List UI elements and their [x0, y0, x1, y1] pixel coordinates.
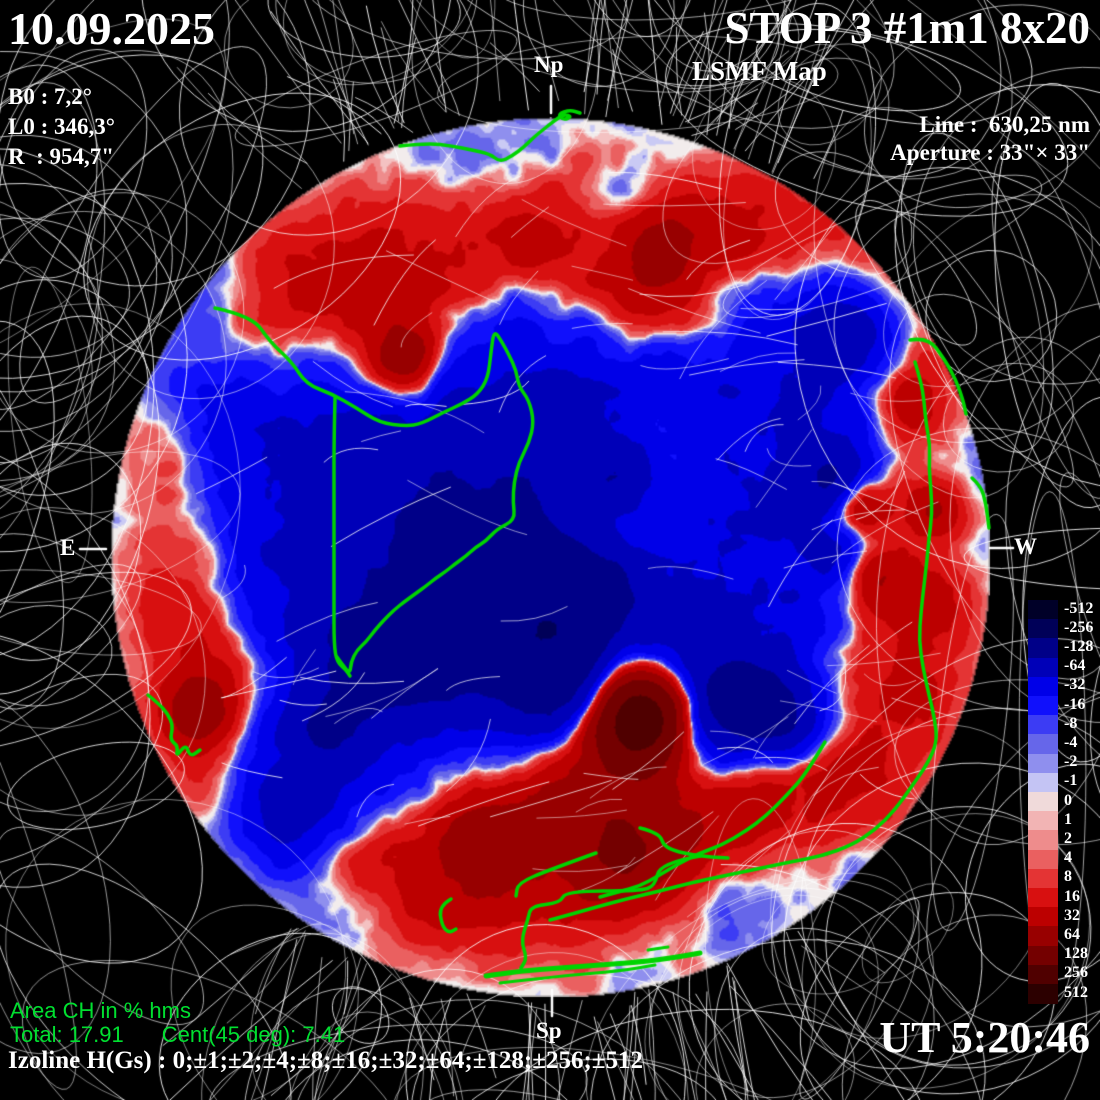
aperture-info: Aperture : 33"× 33"	[890, 140, 1090, 165]
universal-time: UT 5:20:46	[879, 1013, 1090, 1062]
colorbar-band	[1028, 676, 1058, 697]
south-pole-label: Sp	[536, 1018, 562, 1043]
colorbar-band	[1028, 945, 1058, 966]
colorbar-tick-label: 64	[1064, 926, 1080, 943]
east-label: E	[60, 535, 76, 560]
colorbar-tick-label: 32	[1064, 906, 1080, 924]
colorbar-tick-label: 512	[1064, 983, 1088, 1001]
colorbar-band	[1028, 657, 1058, 678]
area-ch-label: Area CH in % hms	[10, 998, 191, 1023]
observation-date: 10.09.2025	[8, 3, 215, 54]
colorbar-tick-label: -512	[1064, 599, 1094, 617]
colorbar-tick-label: -128	[1064, 638, 1094, 655]
instrument-title: STOP 3 #1m1 8x20	[724, 3, 1090, 53]
colorbar-band	[1028, 849, 1058, 870]
colorbar-band	[1028, 600, 1058, 620]
solar-radius: R : 954,7"	[8, 144, 115, 169]
colorbar-tick-label: 8	[1064, 868, 1072, 886]
colorbar-tick-label: -32	[1064, 676, 1086, 694]
colorbar-band	[1028, 964, 1058, 985]
colorbar-tick-label: 128	[1064, 945, 1088, 963]
colorbar-band	[1028, 638, 1058, 659]
map-type-label: LSMF Map	[692, 56, 827, 86]
colorbar-band	[1028, 696, 1058, 716]
colorbar-band	[1028, 830, 1058, 851]
colorbar-tick-label: -8	[1064, 714, 1078, 732]
colorbar-band	[1028, 792, 1058, 812]
colorbar-tick-label: -256	[1064, 618, 1094, 636]
colorbar-band	[1028, 907, 1058, 927]
west-label: W	[1014, 534, 1037, 559]
area-ch-total: Total: 17.91	[10, 1022, 124, 1047]
colorbar-tick-label: -16	[1064, 695, 1086, 713]
colorbar-tick-label: 2	[1064, 830, 1072, 847]
colorbar-band	[1028, 734, 1058, 755]
colorbar-band	[1028, 772, 1058, 793]
l0-angle: L0 : 346,3°	[8, 114, 115, 139]
colorbar-band	[1028, 888, 1058, 908]
colorbar-tick-label: 16	[1064, 887, 1080, 905]
area-ch-values: Total: 17.91 Cent(45 deg): 7.41	[10, 1022, 345, 1048]
colorbar-band	[1028, 811, 1058, 831]
colorbar-tick-label: -2	[1064, 753, 1078, 771]
colorbar-band	[1028, 926, 1058, 947]
colorbar-tick-label: 256	[1064, 964, 1088, 982]
area-ch-cen45: Cent(45 deg): 7.41	[161, 1022, 346, 1047]
b0-angle: B0 : 7,2°	[8, 84, 92, 109]
north-pole-label: Np	[534, 52, 564, 77]
colorbar-band	[1028, 715, 1058, 735]
colorbar-band	[1028, 868, 1058, 889]
colorbar-tick-label: 0	[1064, 791, 1072, 809]
colorbar-band	[1028, 753, 1058, 774]
colorbar-tick-label: -64	[1064, 657, 1086, 675]
spectral-line-info: Line : 630,25 nm	[919, 112, 1090, 137]
colorbar-band	[1028, 984, 1058, 1004]
izoline-levels-label: Izoline H(Gs) : 0;±1;±2;±4;±8;±16;±32;±6…	[8, 1047, 644, 1074]
colorbar-tick-label: 1	[1064, 810, 1072, 828]
colorbar-tick-label: -4	[1064, 734, 1078, 751]
colorbar-tick-label: 4	[1064, 849, 1072, 867]
colorbar-band	[1028, 619, 1058, 639]
colorbar-tick-label: -1	[1064, 772, 1078, 790]
